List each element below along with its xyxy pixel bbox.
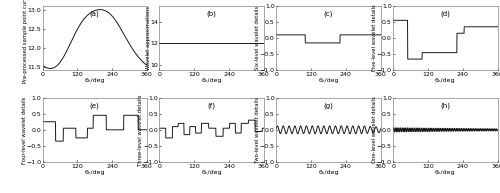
Y-axis label: Six-level wavelet details: Six-level wavelet details — [256, 6, 260, 70]
X-axis label: θₕ/deg: θₕ/deg — [84, 78, 105, 83]
X-axis label: θₕ/deg: θₕ/deg — [318, 78, 338, 83]
X-axis label: θₕ/deg: θₕ/deg — [202, 170, 222, 175]
X-axis label: θₕ/deg: θₕ/deg — [435, 78, 456, 83]
Y-axis label: Two-level wavelet details: Two-level wavelet details — [256, 97, 260, 163]
Text: (e): (e) — [90, 102, 100, 108]
Text: (d): (d) — [440, 10, 450, 17]
Text: (g): (g) — [324, 102, 334, 108]
Y-axis label: Five-level wavelet details: Five-level wavelet details — [372, 5, 377, 71]
X-axis label: θₕ/deg: θₕ/deg — [318, 170, 338, 175]
Y-axis label: One-level wavelet details: One-level wavelet details — [372, 96, 377, 163]
Y-axis label: Three-level wavelet details: Three-level wavelet details — [138, 94, 143, 166]
X-axis label: θₕ/deg: θₕ/deg — [435, 170, 456, 175]
Text: (a): (a) — [90, 10, 100, 17]
X-axis label: θₕ/deg: θₕ/deg — [84, 170, 105, 175]
Y-axis label: Four-level wavelet details: Four-level wavelet details — [22, 96, 26, 164]
Text: (b): (b) — [206, 10, 216, 17]
Y-axis label: Wavelet approximations: Wavelet approximations — [146, 6, 150, 70]
Y-axis label: Pre-processed sample point curve: Pre-processed sample point curve — [23, 0, 28, 83]
Text: (c): (c) — [324, 10, 333, 17]
Text: (f): (f) — [208, 102, 216, 108]
Text: (h): (h) — [440, 102, 450, 108]
X-axis label: θₕ/deg: θₕ/deg — [202, 78, 222, 83]
